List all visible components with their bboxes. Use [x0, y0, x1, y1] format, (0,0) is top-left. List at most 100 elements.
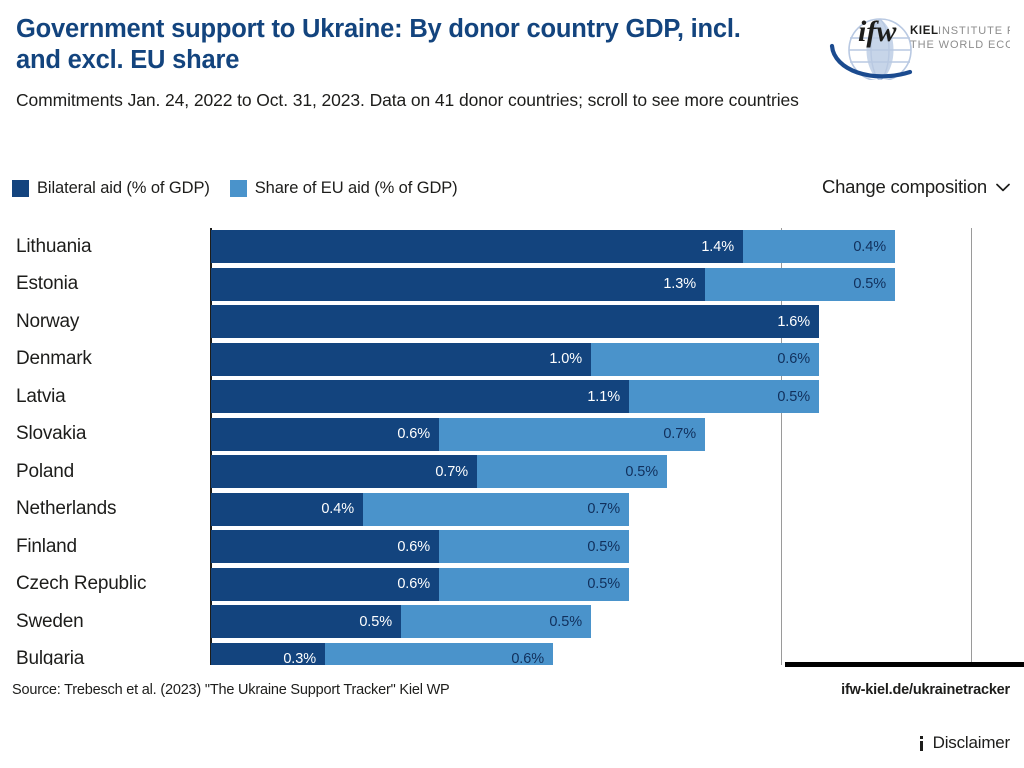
- bar-value-label: 0.7%: [587, 501, 620, 517]
- bar-segment-eu-share[interactable]: 0.5%: [477, 455, 667, 488]
- chart-row[interactable]: Norway 1.6%: [0, 305, 1024, 338]
- chart-row[interactable]: Estonia 1.3% 0.5%: [0, 267, 1024, 301]
- bar-segment-bilateral[interactable]: 0.6%: [211, 567, 439, 601]
- bar-segment-eu-share[interactable]: 0.6%: [325, 642, 553, 665]
- country-label: Norway: [16, 310, 80, 332]
- chart-row[interactable]: Lithuania 1.4% 0.4%: [0, 230, 1024, 263]
- bar-value-label: 0.5%: [359, 613, 392, 630]
- bar-segment-eu-share[interactable]: 0.7%: [439, 417, 705, 451]
- chart-row[interactable]: Sweden 0.5% 0.5%: [0, 605, 1024, 638]
- bar-segment-eu-share[interactable]: 0.7%: [363, 492, 629, 526]
- bar-segment-bilateral[interactable]: 0.7%: [211, 455, 477, 488]
- bar-value-label: 0.3%: [283, 651, 316, 665]
- gridline: [971, 228, 972, 665]
- country-label: Lithuania: [16, 235, 92, 257]
- logo-icon: ifw KIEL INSTITUTE FOR THE WORLD ECONOMY: [829, 15, 1024, 82]
- bar-segment-bilateral[interactable]: 1.4%: [211, 230, 743, 263]
- logo-kiel-text: KIEL: [910, 25, 939, 37]
- bar-value-label: 0.4%: [853, 238, 886, 255]
- legend-label-eu-share: Share of EU aid (% of GDP): [254, 179, 458, 197]
- logo-economy-text: THE WORLD ECONOMY: [910, 39, 1010, 51]
- bar-value-label: 0.6%: [777, 351, 810, 367]
- bar-segment-bilateral[interactable]: 1.1%: [211, 380, 629, 413]
- bar-segment-bilateral[interactable]: 1.0%: [211, 342, 591, 376]
- bar-value-label: 0.5%: [587, 576, 620, 592]
- page-title: Government support to Ukraine: By donor …: [16, 15, 741, 75]
- chart-row[interactable]: Czech Republic 0.6% 0.5%: [0, 567, 1024, 601]
- bar-value-label: 1.3%: [663, 276, 696, 292]
- chart-row[interactable]: Denmark 1.0% 0.6%: [0, 342, 1024, 376]
- country-label: Estonia: [16, 273, 78, 294]
- country-label: Czech Republic: [16, 573, 147, 594]
- chart-row[interactable]: Poland 0.7% 0.5%: [0, 455, 1024, 488]
- legend-swatch-eu-share: [229, 180, 247, 197]
- chart-row[interactable]: Latvia 1.1% 0.5%: [0, 380, 1024, 413]
- y-axis-line: [210, 228, 212, 665]
- bar-segment-eu-share[interactable]: 0.6%: [591, 342, 819, 376]
- chart-row[interactable]: Slovakia 0.6% 0.7%: [0, 417, 1024, 451]
- info-icon: [919, 735, 923, 751]
- country-label: Bulgaria: [16, 648, 85, 665]
- bar-value-label: 0.6%: [397, 576, 430, 592]
- header: Government support to Ukraine: By donor …: [16, 14, 1008, 112]
- bar-segment-bilateral[interactable]: 1.6%: [211, 305, 819, 338]
- bar-value-label: 1.4%: [701, 238, 734, 255]
- chart-plot-area: Lithuania 1.4% 0.4% Estonia 1.3% 0.5% Norway 1.…: [0, 228, 1024, 665]
- bar-segment-bilateral[interactable]: 0.4%: [211, 492, 363, 526]
- disclaimer-link[interactable]: Disclaimer: [917, 733, 1010, 753]
- bar-segment-eu-share[interactable]: 0.5%: [705, 267, 895, 301]
- ifw-kiel-logo: ifw KIEL INSTITUTE FOR THE WORLD ECONOMY: [810, 8, 1024, 82]
- bar-value-label: 0.6%: [397, 426, 430, 442]
- country-label: Latvia: [16, 385, 66, 407]
- legend-label-bilateral: Bilateral aid (% of GDP): [37, 179, 210, 197]
- bar-value-label: 1.1%: [587, 388, 620, 405]
- chevron-down-icon: [996, 183, 1010, 191]
- change-composition-dropdown[interactable]: Change composition: [822, 176, 1010, 198]
- bar-value-label: 0.7%: [663, 426, 696, 442]
- country-label: Netherlands: [16, 498, 117, 519]
- bar-value-label: 0.6%: [511, 651, 544, 665]
- gridline: [781, 228, 782, 665]
- country-label: Finland: [16, 535, 77, 557]
- chart-row[interactable]: Netherlands 0.4% 0.7%: [0, 492, 1024, 526]
- bar-segment-eu-share[interactable]: 0.5%: [401, 605, 591, 638]
- bar-value-label: 0.6%: [397, 538, 430, 555]
- horizontal-scrollbar-thumb[interactable]: [785, 662, 1024, 667]
- chart-row[interactable]: Finland 0.6% 0.5%: [0, 530, 1024, 563]
- bar-value-label: 0.5%: [625, 463, 658, 480]
- legend-item-eu-share[interactable]: Share of EU aid (% of GDP): [229, 179, 458, 198]
- page-subtitle: Commitments Jan. 24, 2022 to Oct. 31, 20…: [16, 90, 799, 111]
- tracker-url: ifw-kiel.de/ukrainetracker: [841, 682, 1010, 698]
- disclaimer-label: Disclaimer: [932, 733, 1011, 752]
- bar-value-label: 0.5%: [853, 276, 886, 292]
- chart-legend: Bilateral aid (% of GDP) Share of EU aid…: [12, 179, 458, 198]
- chart-scroll-viewport[interactable]: Lithuania 1.4% 0.4% Estonia 1.3% 0.5% Norway 1.…: [0, 228, 1024, 665]
- logo-institute-text: INSTITUTE FOR: [938, 25, 1010, 37]
- chart-row[interactable]: Bulgaria 0.3% 0.6%: [0, 642, 1024, 665]
- legend-item-bilateral-aid[interactable]: Bilateral aid (% of GDP): [12, 179, 210, 198]
- bar-segment-bilateral[interactable]: 0.6%: [211, 530, 439, 563]
- change-composition-label: Change composition: [821, 176, 987, 197]
- bar-segment-bilateral[interactable]: 0.6%: [211, 417, 439, 451]
- bar-segment-bilateral[interactable]: 0.5%: [211, 605, 401, 638]
- country-label: Sweden: [16, 610, 84, 632]
- bar-value-label: 0.4%: [321, 501, 354, 517]
- country-label: Denmark: [16, 348, 92, 369]
- country-label: Poland: [16, 460, 74, 482]
- bar-segment-eu-share[interactable]: 0.5%: [439, 530, 629, 563]
- bar-value-label: 1.6%: [777, 313, 810, 330]
- bar-segment-eu-share[interactable]: 0.4%: [743, 230, 895, 263]
- bar-segment-bilateral[interactable]: 0.3%: [211, 642, 325, 665]
- bar-value-label: 0.7%: [435, 463, 468, 480]
- bar-value-label: 0.5%: [587, 538, 620, 555]
- source-note: Source: Trebesch et al. (2023) "The Ukra…: [12, 682, 450, 698]
- bar-value-label: 1.0%: [549, 351, 582, 367]
- bar-segment-eu-share[interactable]: 0.5%: [629, 380, 819, 413]
- bar-segment-bilateral[interactable]: 1.3%: [211, 267, 705, 301]
- bar-value-label: 0.5%: [549, 613, 582, 630]
- bar-segment-eu-share[interactable]: 0.5%: [439, 567, 629, 601]
- country-label: Slovakia: [16, 423, 87, 444]
- legend-swatch-bilateral: [12, 180, 29, 197]
- bar-value-label: 0.5%: [777, 388, 810, 405]
